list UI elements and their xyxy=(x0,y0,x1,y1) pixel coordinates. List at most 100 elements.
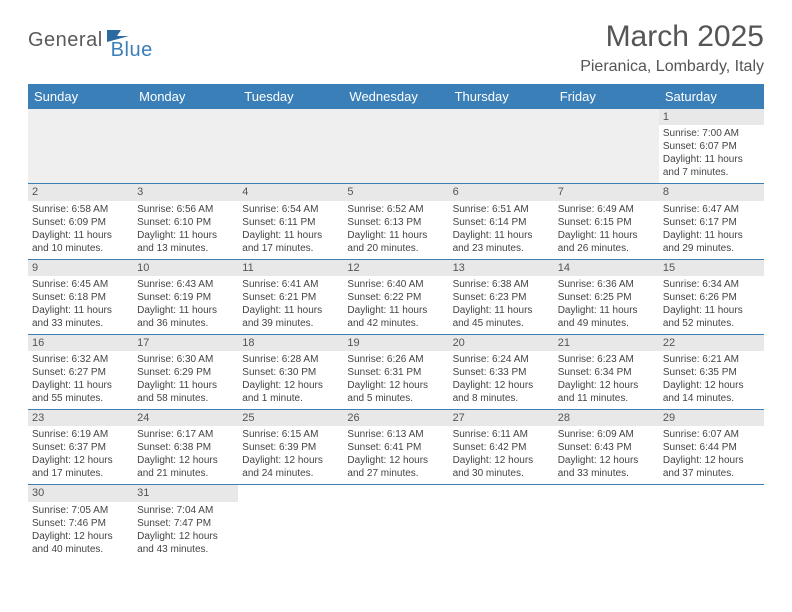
sunrise-text: Sunrise: 6:26 AM xyxy=(347,353,444,366)
day-number: 31 xyxy=(133,485,238,501)
calendar-cell xyxy=(238,485,343,560)
sunset-text: Sunset: 6:42 PM xyxy=(453,441,550,454)
sunset-text: Sunset: 6:37 PM xyxy=(32,441,129,454)
sunset-text: Sunset: 6:38 PM xyxy=(137,441,234,454)
calendar-body: 1Sunrise: 7:00 AMSunset: 6:07 PMDaylight… xyxy=(28,109,764,560)
daylight-text: Daylight: 12 hours and 1 minute. xyxy=(242,379,339,405)
calendar-cell xyxy=(554,485,659,560)
calendar-cell xyxy=(238,109,343,184)
sunset-text: Sunset: 6:10 PM xyxy=(137,216,234,229)
day-number: 29 xyxy=(659,410,764,426)
sunset-text: Sunset: 7:46 PM xyxy=(32,517,129,530)
calendar-cell: 16Sunrise: 6:32 AMSunset: 6:27 PMDayligh… xyxy=(28,334,133,409)
sunset-text: Sunset: 6:13 PM xyxy=(347,216,444,229)
calendar-cell xyxy=(659,485,764,560)
day-header: Friday xyxy=(554,84,659,109)
calendar-row: 9Sunrise: 6:45 AMSunset: 6:18 PMDaylight… xyxy=(28,259,764,334)
sunset-text: Sunset: 6:14 PM xyxy=(453,216,550,229)
sunset-text: Sunset: 6:34 PM xyxy=(558,366,655,379)
calendar-cell: 20Sunrise: 6:24 AMSunset: 6:33 PMDayligh… xyxy=(449,334,554,409)
sunset-text: Sunset: 6:31 PM xyxy=(347,366,444,379)
day-header: Saturday xyxy=(659,84,764,109)
sunset-text: Sunset: 6:29 PM xyxy=(137,366,234,379)
calendar-row: 16Sunrise: 6:32 AMSunset: 6:27 PMDayligh… xyxy=(28,334,764,409)
sunset-text: Sunset: 6:39 PM xyxy=(242,441,339,454)
sunrise-text: Sunrise: 6:23 AM xyxy=(558,353,655,366)
sunrise-text: Sunrise: 6:52 AM xyxy=(347,203,444,216)
calendar-cell: 14Sunrise: 6:36 AMSunset: 6:25 PMDayligh… xyxy=(554,259,659,334)
day-header-row: Sunday Monday Tuesday Wednesday Thursday… xyxy=(28,84,764,109)
calendar-cell: 22Sunrise: 6:21 AMSunset: 6:35 PMDayligh… xyxy=(659,334,764,409)
daylight-text: Daylight: 11 hours and 33 minutes. xyxy=(32,304,129,330)
calendar-cell xyxy=(449,109,554,184)
sunset-text: Sunset: 6:15 PM xyxy=(558,216,655,229)
day-number: 17 xyxy=(133,335,238,351)
sunrise-text: Sunrise: 7:05 AM xyxy=(32,504,129,517)
day-number: 8 xyxy=(659,184,764,200)
location: Pieranica, Lombardy, Italy xyxy=(580,58,764,76)
calendar-cell: 4Sunrise: 6:54 AMSunset: 6:11 PMDaylight… xyxy=(238,184,343,259)
calendar-cell: 31Sunrise: 7:04 AMSunset: 7:47 PMDayligh… xyxy=(133,485,238,560)
daylight-text: Daylight: 11 hours and 29 minutes. xyxy=(663,229,760,255)
daylight-text: Daylight: 11 hours and 13 minutes. xyxy=(137,229,234,255)
daylight-text: Daylight: 11 hours and 52 minutes. xyxy=(663,304,760,330)
daylight-text: Daylight: 12 hours and 11 minutes. xyxy=(558,379,655,405)
daylight-text: Daylight: 12 hours and 40 minutes. xyxy=(32,530,129,556)
day-number: 1 xyxy=(659,109,764,125)
daylight-text: Daylight: 11 hours and 42 minutes. xyxy=(347,304,444,330)
day-number: 11 xyxy=(238,260,343,276)
day-number: 23 xyxy=(28,410,133,426)
sunrise-text: Sunrise: 6:21 AM xyxy=(663,353,760,366)
calendar-cell: 2Sunrise: 6:58 AMSunset: 6:09 PMDaylight… xyxy=(28,184,133,259)
calendar-cell: 25Sunrise: 6:15 AMSunset: 6:39 PMDayligh… xyxy=(238,410,343,485)
calendar-cell: 30Sunrise: 7:05 AMSunset: 7:46 PMDayligh… xyxy=(28,485,133,560)
daylight-text: Daylight: 11 hours and 26 minutes. xyxy=(558,229,655,255)
calendar-cell: 12Sunrise: 6:40 AMSunset: 6:22 PMDayligh… xyxy=(343,259,448,334)
day-number: 7 xyxy=(554,184,659,200)
daylight-text: Daylight: 11 hours and 10 minutes. xyxy=(32,229,129,255)
sunset-text: Sunset: 6:33 PM xyxy=(453,366,550,379)
calendar-cell: 21Sunrise: 6:23 AMSunset: 6:34 PMDayligh… xyxy=(554,334,659,409)
sunset-text: Sunset: 6:09 PM xyxy=(32,216,129,229)
sunrise-text: Sunrise: 6:45 AM xyxy=(32,278,129,291)
logo: General Blue xyxy=(28,28,173,53)
day-number: 25 xyxy=(238,410,343,426)
calendar-table: Sunday Monday Tuesday Wednesday Thursday… xyxy=(28,84,764,560)
sunset-text: Sunset: 6:35 PM xyxy=(663,366,760,379)
calendar-cell: 13Sunrise: 6:38 AMSunset: 6:23 PMDayligh… xyxy=(449,259,554,334)
calendar-cell: 24Sunrise: 6:17 AMSunset: 6:38 PMDayligh… xyxy=(133,410,238,485)
calendar-cell: 27Sunrise: 6:11 AMSunset: 6:42 PMDayligh… xyxy=(449,410,554,485)
logo-text-general: General xyxy=(28,29,103,52)
calendar-cell: 1Sunrise: 7:00 AMSunset: 6:07 PMDaylight… xyxy=(659,109,764,184)
sunrise-text: Sunrise: 6:11 AM xyxy=(453,428,550,441)
daylight-text: Daylight: 12 hours and 27 minutes. xyxy=(347,454,444,480)
sunrise-text: Sunrise: 6:09 AM xyxy=(558,428,655,441)
month-title: March 2025 xyxy=(580,20,764,54)
sunrise-text: Sunrise: 7:00 AM xyxy=(663,127,760,140)
day-number: 10 xyxy=(133,260,238,276)
day-number: 16 xyxy=(28,335,133,351)
daylight-text: Daylight: 11 hours and 17 minutes. xyxy=(242,229,339,255)
sunrise-text: Sunrise: 6:30 AM xyxy=(137,353,234,366)
calendar-cell: 6Sunrise: 6:51 AMSunset: 6:14 PMDaylight… xyxy=(449,184,554,259)
calendar-cell: 15Sunrise: 6:34 AMSunset: 6:26 PMDayligh… xyxy=(659,259,764,334)
daylight-text: Daylight: 11 hours and 20 minutes. xyxy=(347,229,444,255)
sunrise-text: Sunrise: 6:07 AM xyxy=(663,428,760,441)
daylight-text: Daylight: 12 hours and 43 minutes. xyxy=(137,530,234,556)
daylight-text: Daylight: 11 hours and 58 minutes. xyxy=(137,379,234,405)
calendar-cell xyxy=(449,485,554,560)
daylight-text: Daylight: 12 hours and 5 minutes. xyxy=(347,379,444,405)
sunset-text: Sunset: 6:26 PM xyxy=(663,291,760,304)
sunrise-text: Sunrise: 6:15 AM xyxy=(242,428,339,441)
daylight-text: Daylight: 12 hours and 33 minutes. xyxy=(558,454,655,480)
calendar-row: 1Sunrise: 7:00 AMSunset: 6:07 PMDaylight… xyxy=(28,109,764,184)
sunrise-text: Sunrise: 6:58 AM xyxy=(32,203,129,216)
day-number: 3 xyxy=(133,184,238,200)
sunrise-text: Sunrise: 6:51 AM xyxy=(453,203,550,216)
sunrise-text: Sunrise: 6:43 AM xyxy=(137,278,234,291)
day-header: Tuesday xyxy=(238,84,343,109)
sunset-text: Sunset: 6:44 PM xyxy=(663,441,760,454)
day-number: 13 xyxy=(449,260,554,276)
day-header: Thursday xyxy=(449,84,554,109)
daylight-text: Daylight: 12 hours and 17 minutes. xyxy=(32,454,129,480)
